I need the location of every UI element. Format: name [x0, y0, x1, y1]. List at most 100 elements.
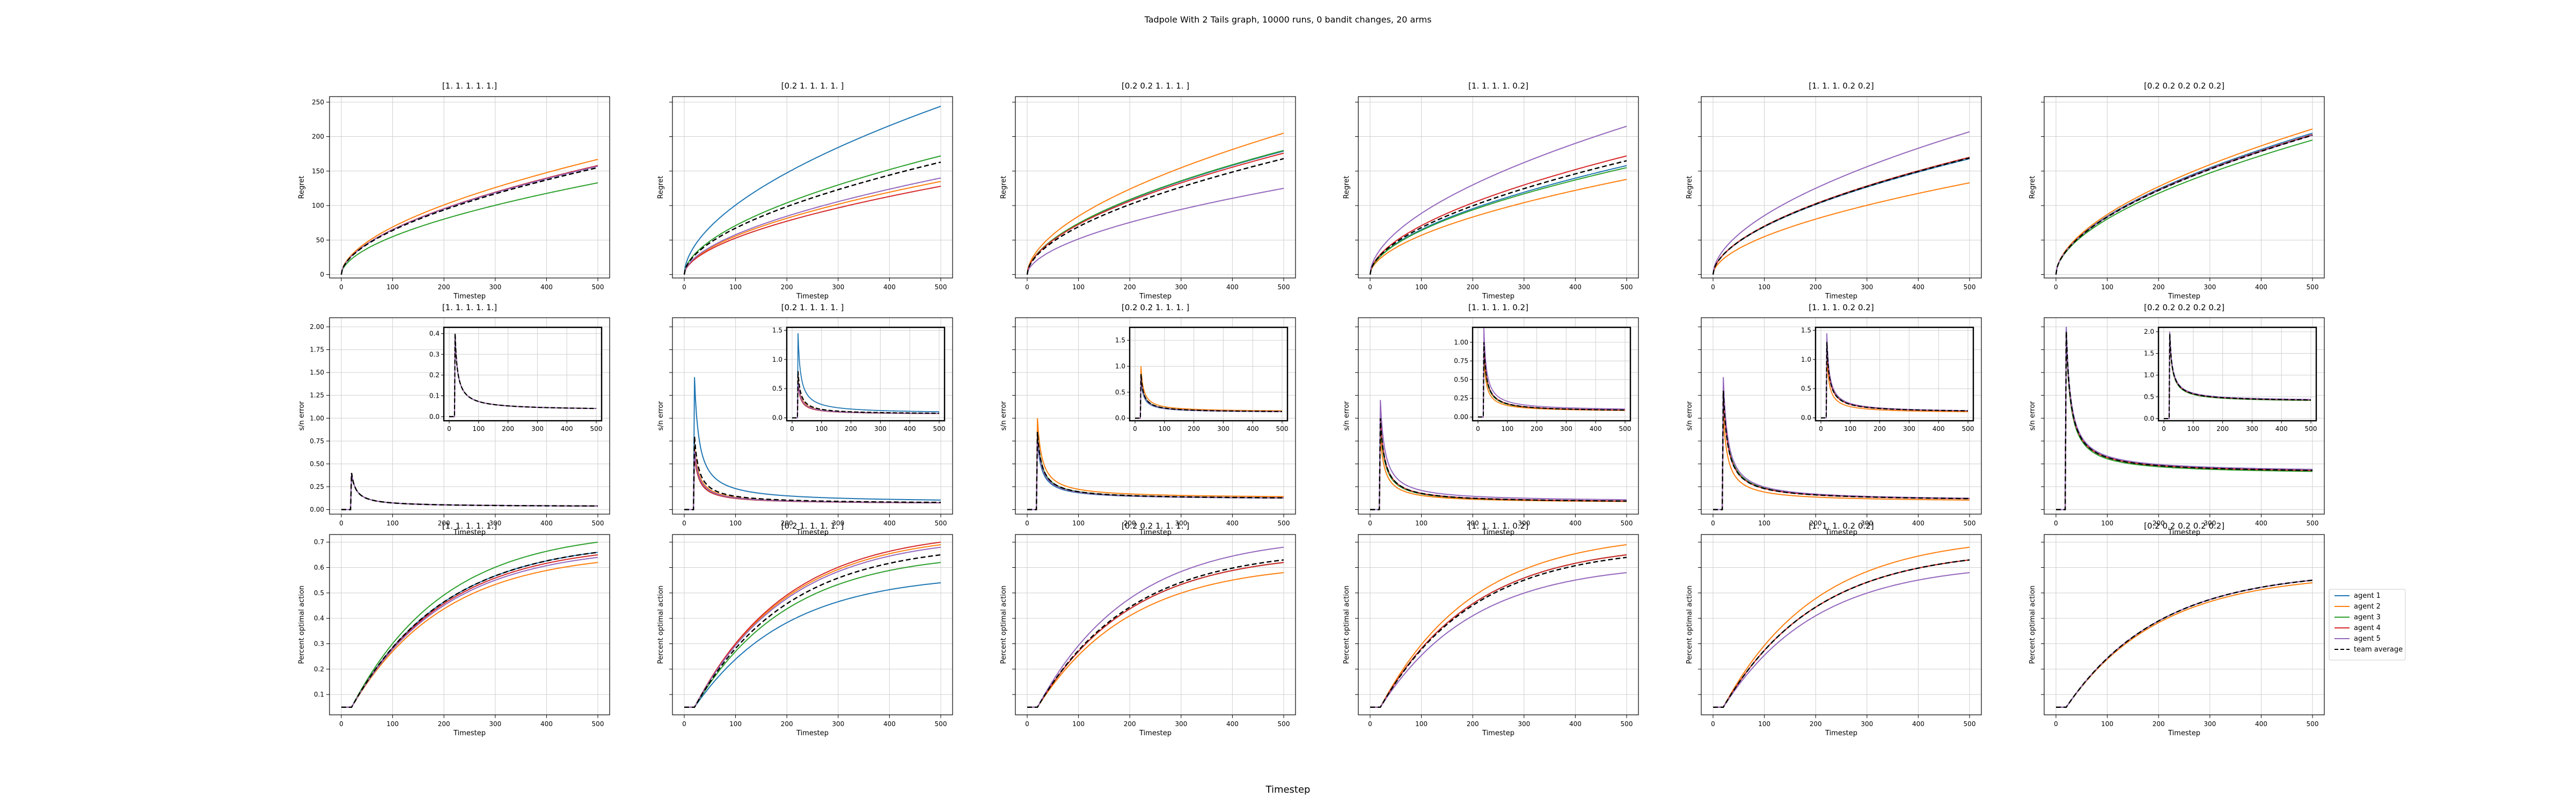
- x-tick-label: 200: [1810, 283, 1822, 291]
- inset-x-tick-label: 0: [2162, 425, 2166, 433]
- x-tick-label: 400: [883, 519, 896, 527]
- y-tick-label: 0.2: [314, 665, 324, 673]
- x-tick-label: 100: [729, 720, 742, 728]
- x-tick-label: 400: [1226, 283, 1239, 291]
- inset-x-tick-label: 0: [447, 425, 451, 433]
- panel-title: [0.2 0.2 0.2 0.2 0.2]: [2144, 81, 2224, 91]
- inset-frame: [443, 326, 603, 422]
- x-tick-label: 0: [1711, 283, 1715, 291]
- series-agent-2: [1713, 413, 1970, 510]
- series-agent-3: [1370, 422, 1627, 510]
- inset-y-tick-label: 0.4: [429, 330, 440, 338]
- panel-r1-c1: 0 100 200 300 400 500[0.2 1. 1. 1. 1. ]Timest…: [657, 303, 953, 537]
- series-agent-3: [2056, 335, 2312, 510]
- inset-background: [1816, 327, 1973, 421]
- inset-x-tick-label: 0: [790, 425, 794, 433]
- panel-r0-c4: 0 100 200 300 400 500 [1. 1. 1. 0.2 0.2] Timest…: [1686, 81, 1982, 301]
- axes-frame: [1358, 534, 1639, 715]
- inset-y-tick-label: 1.5: [1115, 336, 1125, 344]
- series-team-average: [2056, 580, 2313, 708]
- x-tick-label: 400: [1912, 720, 1924, 728]
- x-tick-label: 0: [2054, 283, 2058, 291]
- series-agent-5: [1370, 126, 1627, 275]
- inset-background: [1473, 327, 1630, 421]
- series-team-average: [1370, 557, 1627, 708]
- x-tick-label: 500: [592, 720, 604, 728]
- panel-r2-c4: 0 100 200 300 400 500 [1. 1. 1. 0.2 0.2] Timest…: [1686, 521, 1982, 737]
- panel-r2-c5: 0 100 200 300 400 500 [0.2 0.2 0.2 0.2 0.2] Tim…: [2029, 521, 2325, 737]
- panel-title: [0.2 1. 1. 1. 1. ]: [781, 81, 844, 91]
- x-tick-label: 0: [682, 519, 686, 527]
- series-team-average: [1370, 418, 1627, 510]
- series-agent-2: [341, 562, 598, 708]
- panel-title: [1. 1. 1. 1. 1.]: [442, 81, 497, 91]
- series-team-average: [684, 436, 941, 510]
- x-tick-label: 100: [729, 283, 742, 291]
- series-agent-2: [684, 544, 941, 708]
- inset-r1-c2: 0 100 200 300 400 500 0.0 0.5 1.0 1.5: [1115, 326, 1289, 433]
- inset-x-tick-label: 500: [2305, 425, 2317, 433]
- x-tick-label: 300: [2204, 720, 2216, 728]
- x-tick-label: 0: [2054, 519, 2058, 527]
- y-axis-label: Percent optimal action: [657, 586, 665, 664]
- axes-frame: [1701, 534, 1982, 715]
- panel-title: [1. 1. 1. 1. 0.2]: [1468, 521, 1528, 531]
- x-tick-label: 200: [1124, 283, 1136, 291]
- series-agent-1: [1713, 158, 1970, 275]
- inset-background: [787, 327, 945, 421]
- series-agent-3: [1713, 559, 1970, 708]
- series-agent-2: [1027, 418, 1284, 510]
- x-tick-label: 200: [438, 519, 450, 527]
- series-team-average: [1712, 157, 1970, 275]
- x-tick-label: 300: [832, 283, 844, 291]
- inset-frame: [1129, 326, 1289, 422]
- series-team-average: [1027, 431, 1284, 510]
- y-tick-label: 0.00: [310, 506, 324, 513]
- x-tick-label: 400: [883, 283, 896, 291]
- legend-label-agent-1: agent 1: [2354, 592, 2381, 600]
- series-agent-1: [341, 473, 598, 510]
- y-tick-label: 2.00: [310, 323, 324, 331]
- inset-series-team-average: [792, 371, 939, 419]
- x-tick-label: 200: [781, 283, 793, 291]
- x-tick-label: 100: [386, 720, 399, 728]
- y-tick-label: 0.50: [310, 460, 324, 467]
- x-tick-label: 200: [1467, 283, 1479, 291]
- y-tick-label: 0.6: [314, 564, 324, 572]
- x-tick-label: 400: [2255, 720, 2267, 728]
- series-team-average: [1713, 559, 1970, 708]
- inset-y-tick-label: 1.00: [1454, 339, 1468, 346]
- inset-r1-c0: 0 100 200 300 400 500 0.0 0.1 0.2 0.3 0.4: [429, 326, 603, 433]
- x-tick-label: 300: [2204, 519, 2216, 527]
- inset-x-tick-label: 300: [1560, 425, 1572, 433]
- panel-title: [0.2 1. 1. 1. 1. ]: [781, 521, 844, 531]
- series-agent-3: [2055, 140, 2313, 275]
- x-tick-label: 400: [1226, 720, 1239, 728]
- inset-y-tick-label: 1.0: [1115, 363, 1125, 370]
- inset-r1-c4: 0 100 200 300 400 500 0.0 0.5 1.0 1.5: [1801, 326, 1974, 433]
- x-tick-label: 300: [1861, 283, 1873, 291]
- inset-y-tick-label: 0.3: [429, 350, 440, 358]
- x-tick-label: 300: [1861, 519, 1873, 527]
- panel-r0-c0: 0 100 200 300 400 500 0 50 100 150 200 250 [1. 1. 1.…: [298, 81, 610, 301]
- y-tick-label: 100: [312, 202, 324, 209]
- series-team-average: [684, 554, 941, 708]
- series-team-average: [1027, 559, 1284, 708]
- inset-y-tick-label: 0.00: [1454, 413, 1468, 421]
- figure-bottom-label: Timestep: [1265, 784, 1311, 795]
- series-agent-1: [1713, 559, 1970, 708]
- x-tick-label: 400: [540, 283, 553, 291]
- x-tick-label: 100: [1415, 283, 1428, 291]
- x-axis-label: Timestep: [453, 729, 486, 737]
- inset-series-team-average: [1821, 342, 1968, 419]
- series-team-average: [2055, 134, 2313, 275]
- series-agent-1: [2055, 133, 2313, 275]
- axes-frame: [1701, 317, 1982, 515]
- inset-x-tick-label: 500: [1619, 425, 1631, 433]
- y-tick-label: 1.25: [310, 392, 324, 399]
- x-tick-label: 300: [489, 283, 501, 291]
- inset-x-tick-label: 400: [1933, 425, 1945, 433]
- x-tick-label: 100: [729, 519, 742, 527]
- axes-frame: [672, 317, 953, 515]
- inset-y-tick-label: 0.5: [2144, 393, 2154, 400]
